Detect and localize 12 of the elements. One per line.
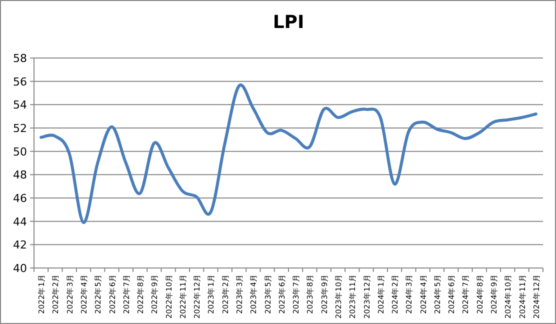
- y-tick-label: 40: [13, 262, 27, 275]
- y-tick-label: 44: [13, 215, 27, 228]
- y-tick-label: 56: [13, 75, 27, 88]
- line-series: [40, 84, 538, 224]
- y-tick-label: 50: [13, 145, 27, 158]
- chart-title: LPI: [272, 12, 304, 33]
- y-tick-label: 42: [13, 238, 27, 252]
- y-tick-label: 46: [13, 192, 27, 205]
- y-tick-label: 48: [13, 168, 27, 182]
- y-tick-label: 52: [13, 122, 27, 135]
- y-tick-label: 58: [13, 52, 27, 65]
- y-tick-label: 54: [13, 98, 27, 112]
